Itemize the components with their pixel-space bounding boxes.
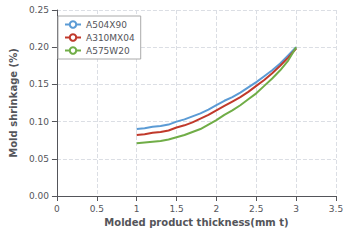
svg-text:0.20: 0.20 <box>29 42 49 52</box>
svg-text:0.25: 0.25 <box>29 5 49 15</box>
svg-text:0.00: 0.00 <box>29 191 49 201</box>
svg-text:A504X90: A504X90 <box>86 20 127 30</box>
svg-text:2.5: 2.5 <box>249 204 263 214</box>
svg-text:2: 2 <box>214 204 220 214</box>
svg-text:Molded product thickness(mm t): Molded product thickness(mm t) <box>104 217 288 228</box>
svg-text:A575W20: A575W20 <box>86 46 130 56</box>
svg-text:3: 3 <box>293 204 299 214</box>
svg-text:1.5: 1.5 <box>169 204 183 214</box>
svg-text:0.05: 0.05 <box>29 154 49 164</box>
svg-text:Mold shrinkage (%): Mold shrinkage (%) <box>8 48 19 157</box>
svg-text:0.15: 0.15 <box>29 79 49 89</box>
svg-text:1: 1 <box>134 204 140 214</box>
svg-text:3.5: 3.5 <box>329 204 343 214</box>
svg-text:0: 0 <box>54 204 60 214</box>
svg-text:A310MX04: A310MX04 <box>86 33 135 43</box>
svg-text:0.5: 0.5 <box>90 204 104 214</box>
svg-text:0.10: 0.10 <box>29 117 49 127</box>
